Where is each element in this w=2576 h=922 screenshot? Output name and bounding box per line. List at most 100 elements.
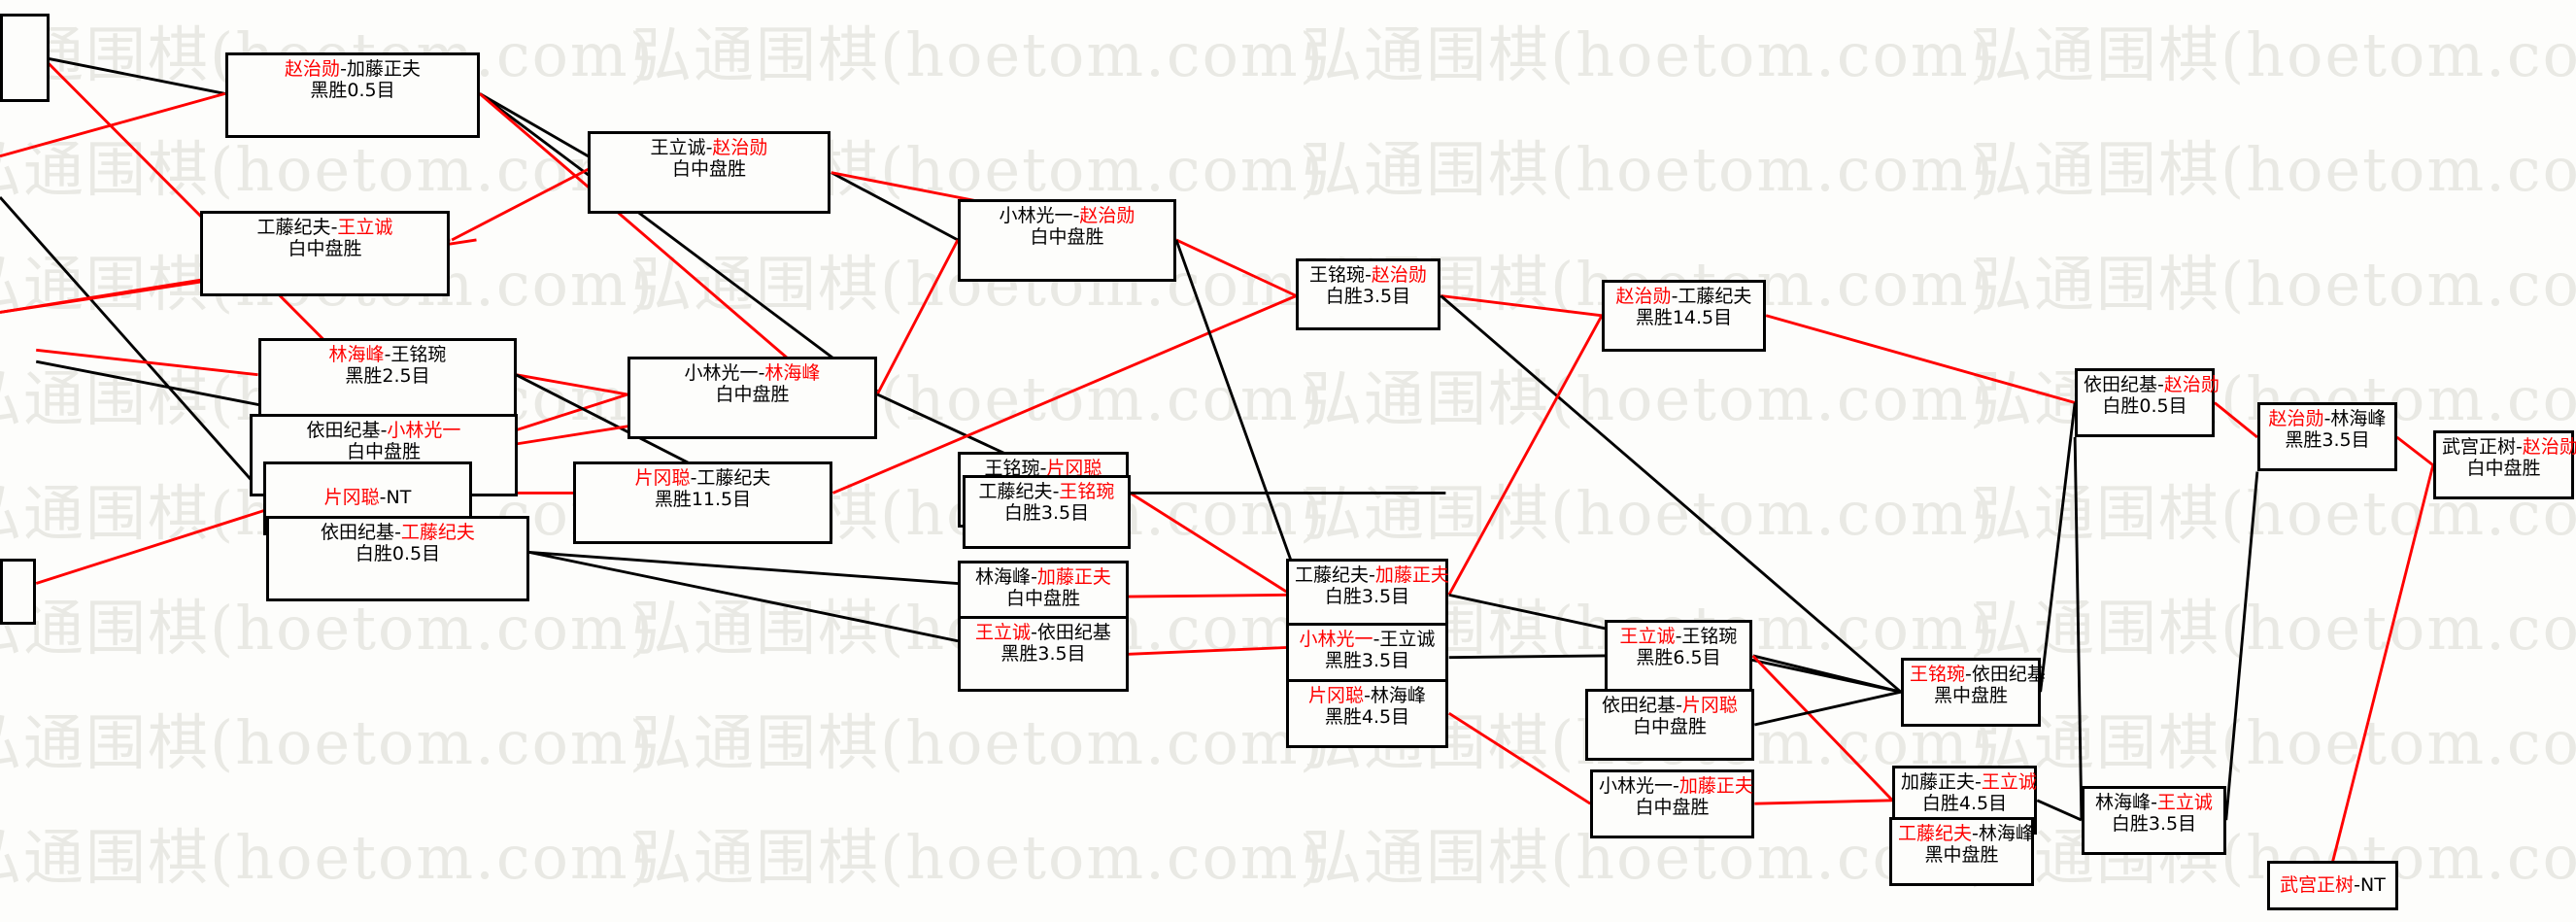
match-result: 黑胜4.5目 xyxy=(1324,706,1410,729)
player-right: 赵治勋 xyxy=(1079,205,1135,226)
player-right: 片冈聪 xyxy=(1681,695,1738,716)
match-players: 林海峰-王立诚 xyxy=(2090,792,2218,813)
match-result: 白中盘胜 xyxy=(346,441,421,463)
player-left: 赵治勋 xyxy=(1615,286,1672,307)
player-separator: - xyxy=(384,344,391,365)
bracket-edge xyxy=(1751,654,1894,802)
match-players: 小林光一-王立诚 xyxy=(1295,629,1440,650)
match-players: 小林光一-加藤正夫 xyxy=(1599,775,1753,797)
player-left: 王铭琬 xyxy=(984,458,1040,479)
player-left: 林海峰 xyxy=(328,344,385,365)
match-result: 白胜3.5目 xyxy=(1324,586,1410,608)
player-left: 王立诚 xyxy=(975,622,1032,643)
match-result: 黑胜6.5目 xyxy=(1636,647,1721,669)
bracket-edge xyxy=(528,550,959,585)
player-separator: - xyxy=(379,487,387,509)
player-separator: - xyxy=(2516,436,2523,458)
match-node[interactable]: 王立诚-依田纪基 黑胜3.5目 xyxy=(958,616,1129,692)
match-result: 黑中盘胜 xyxy=(1924,844,1999,867)
bracket-edge xyxy=(1441,294,1603,318)
match-node[interactable]: 王铭琬-赵治勋 白胜3.5目 xyxy=(1296,258,1441,330)
match-node[interactable]: 工藤纪夫-王立诚 白中盘胜 xyxy=(200,211,450,296)
match-node[interactable]: 武宫正树-赵治勋 白中盘胜 xyxy=(2433,430,2576,499)
match-result: 白中盘胜 xyxy=(1005,588,1080,610)
player-separator: - xyxy=(705,137,713,158)
player-left: 片冈聪 xyxy=(634,467,691,489)
player-right: 王铭琬 xyxy=(1681,626,1738,647)
match-players: 赵治勋-工藤纪夫 xyxy=(1610,286,1757,307)
match-node[interactable]: 小林光一-赵治勋 白中盘胜 xyxy=(958,199,1176,282)
match-node[interactable]: 小林光一-加藤正夫 白中盘胜 xyxy=(1590,769,1754,838)
match-node[interactable]: 王铭琬-依田纪基 黑中盘胜 xyxy=(1901,658,2046,727)
player-left: 王立诚 xyxy=(1619,626,1676,647)
player-left: 工藤纪夫 xyxy=(978,481,1053,502)
match-node[interactable]: 赵治勋-工藤纪夫 黑胜14.5目 xyxy=(1602,280,1766,352)
match-node[interactable]: 林海峰-王铭琬 黑胜2.5目 xyxy=(258,338,517,421)
match-node[interactable] xyxy=(0,559,36,625)
match-players: 片冈聪-工藤纪夫 xyxy=(582,467,824,489)
match-players: 工藤纪夫-加藤正夫 xyxy=(1295,564,1449,586)
player-separator: - xyxy=(2157,374,2164,395)
match-players: 片冈聪-NT xyxy=(324,487,412,508)
match-players: 小林光一-林海峰 xyxy=(636,362,868,384)
match-players: 工藤纪夫-林海峰 xyxy=(1898,823,2034,844)
match-node[interactable]: 工藤纪夫-加藤正夫 白胜3.5目 xyxy=(1286,559,1449,631)
match-players: 王立诚-王铭琬 xyxy=(1613,626,1744,647)
match-node[interactable]: 林海峰-王立诚 白胜3.5目 xyxy=(2082,786,2226,855)
bracket-edge xyxy=(1440,294,1902,694)
bracket-edge xyxy=(0,92,226,158)
match-result: 黑中盘胜 xyxy=(1933,685,2008,707)
bracket-edge xyxy=(2224,471,2259,821)
match-result: 白胜3.5目 xyxy=(1003,502,1090,525)
match-result: 白中盘胜 xyxy=(715,384,790,406)
match-node[interactable]: 依田纪基-片冈聪 白中盘胜 xyxy=(1585,689,1754,761)
bracket-edge xyxy=(1175,238,1298,297)
match-node[interactable]: 依田纪基-赵治勋 白胜0.5目 xyxy=(2075,368,2220,437)
match-players: 依田纪基-小林光一 xyxy=(258,420,509,441)
player-separator: - xyxy=(1365,264,1372,286)
match-result: 白胜4.5目 xyxy=(1921,793,2008,815)
player-separator: - xyxy=(2354,873,2361,896)
match-node[interactable]: 工藤纪夫-王铭琬 白胜3.5目 xyxy=(963,475,1131,549)
bracket-edge xyxy=(42,55,225,95)
player-separator: - xyxy=(340,58,347,80)
bracket-edge xyxy=(1447,315,1604,597)
player-left: 小林光一 xyxy=(684,362,759,384)
player-right: 林海峰 xyxy=(764,362,821,384)
player-right: 依田纪基 xyxy=(1036,622,1111,643)
player-left: 依田纪基 xyxy=(306,420,381,441)
match-node[interactable]: 依田纪基-工藤纪夫 白胜0.5目 xyxy=(266,516,529,601)
match-node[interactable]: 片冈聪-工藤纪夫 黑胜11.5目 xyxy=(573,461,832,544)
match-node[interactable]: 工藤纪夫-林海峰 黑中盘胜 xyxy=(1889,817,2034,886)
player-right: 王铭琬 xyxy=(1059,481,1115,502)
player-left: 林海峰 xyxy=(975,566,1032,588)
bracket-edge xyxy=(1129,492,1288,594)
player-right: 加藤正夫 xyxy=(1036,566,1111,588)
bracket-edge xyxy=(2214,401,2258,439)
bracket-edge xyxy=(1174,239,1298,576)
match-players: 小林光一-赵治勋 xyxy=(966,205,1168,226)
player-left: 工藤纪夫 xyxy=(256,217,331,238)
match-node[interactable]: 赵治勋-林海峰 黑胜3.5目 xyxy=(2257,402,2397,471)
match-node[interactable]: 赵治勋-加藤正夫 黑胜0.5目 xyxy=(225,52,480,138)
player-right: 王立诚 xyxy=(1981,771,2037,793)
player-left: 工藤纪夫 xyxy=(1295,564,1370,586)
bracket-edge xyxy=(478,92,831,396)
match-node[interactable]: 武宫正树-NT xyxy=(2267,861,2398,910)
match-node[interactable] xyxy=(0,14,50,102)
player-right: NT xyxy=(386,487,412,509)
match-node[interactable]: 王立诚-王铭琬 黑胜6.5目 xyxy=(1605,620,1752,692)
player-left: 小林光一 xyxy=(1299,629,1373,650)
player-right: 工藤纪夫 xyxy=(1678,286,1752,307)
player-left: 小林光一 xyxy=(999,205,1073,226)
match-node[interactable]: 小林光一-林海峰 白中盘胜 xyxy=(627,357,877,439)
match-node[interactable]: 王立诚-赵治勋 白中盘胜 xyxy=(588,131,830,214)
match-node[interactable]: 片冈聪-林海峰 黑胜4.5目 xyxy=(1286,679,1448,748)
bracket-edge xyxy=(515,373,628,396)
match-players: 王铭琬-片冈聪 xyxy=(966,458,1120,479)
player-right: 赵治勋 xyxy=(2163,374,2220,395)
match-players: 林海峰-王铭琬 xyxy=(267,344,508,365)
player-separator: - xyxy=(1031,566,1037,588)
bracket-edge xyxy=(831,294,1298,495)
player-separator: - xyxy=(1369,564,1375,586)
